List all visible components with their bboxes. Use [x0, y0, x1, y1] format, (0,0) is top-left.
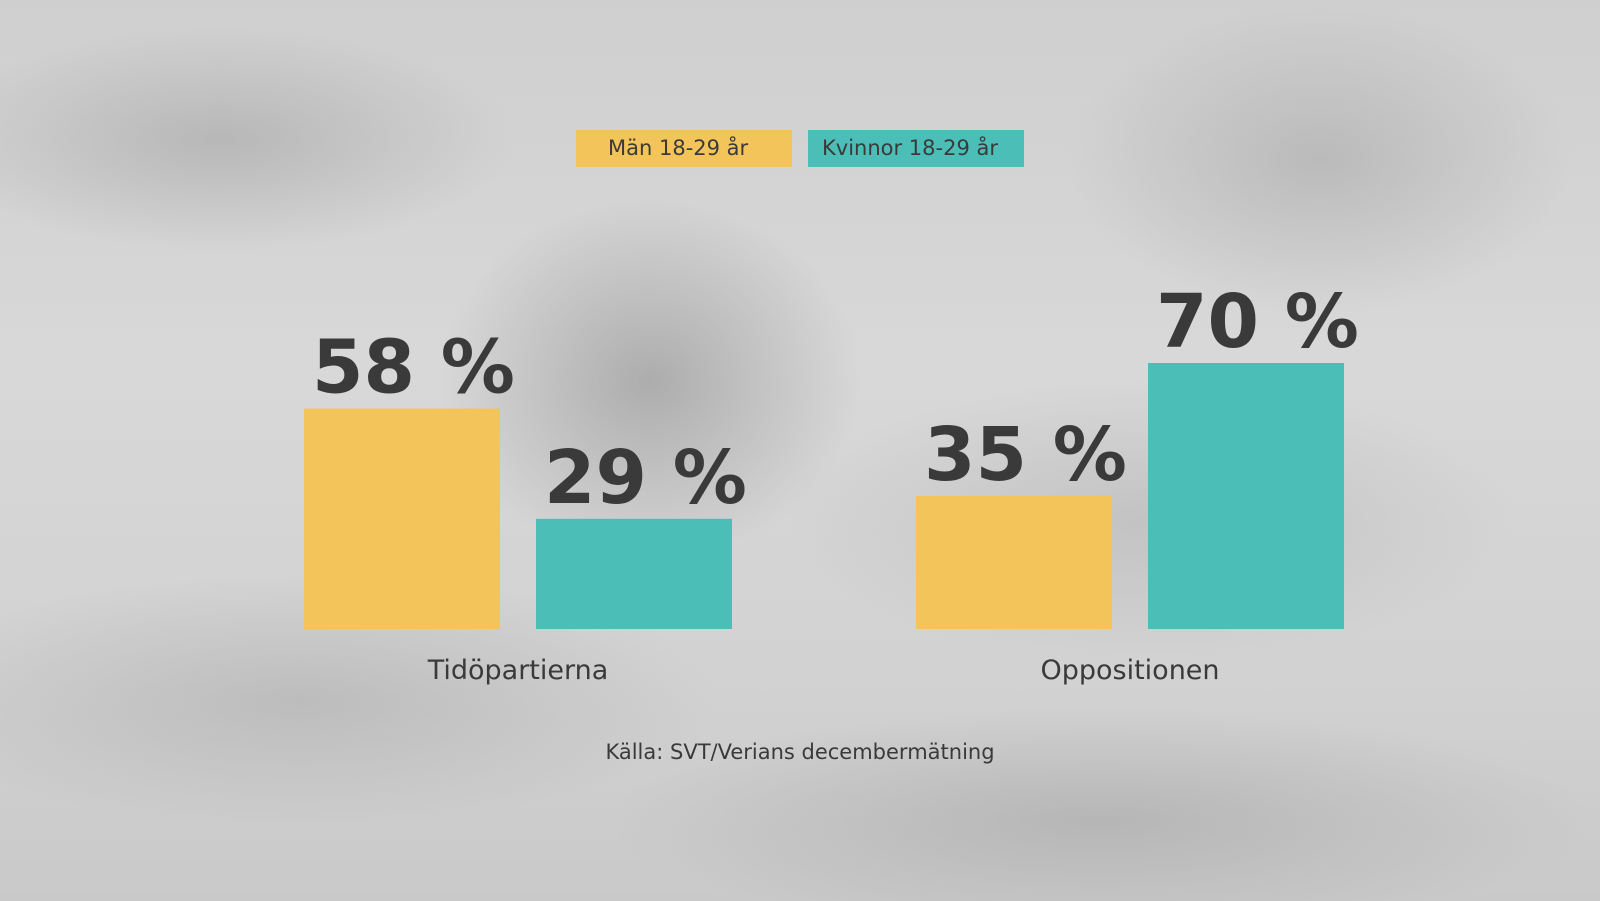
category-label-0: Tidöpartierna [427, 655, 609, 686]
category-label-1: Oppositionen [1040, 655, 1219, 686]
legend: Män 18-29 år Kvinnor 18-29 år [576, 130, 1024, 167]
value-label-women-0: 29 % [544, 435, 747, 521]
value-label-men-1: 35 % [924, 412, 1127, 498]
legend-item-women: Kvinnor 18-29 år [808, 130, 1024, 167]
bar-men-1 [916, 496, 1112, 629]
legend-item-men: Män 18-29 år [576, 130, 792, 167]
value-label-women-1: 70 % [1156, 279, 1359, 365]
source-note: Källa: SVT/Verians decembermätning [605, 740, 995, 764]
bar-women-1 [1148, 363, 1344, 629]
value-label-men-0: 58 % [312, 325, 515, 411]
bar-women-0 [536, 518, 732, 629]
bar-men-0 [304, 408, 500, 629]
